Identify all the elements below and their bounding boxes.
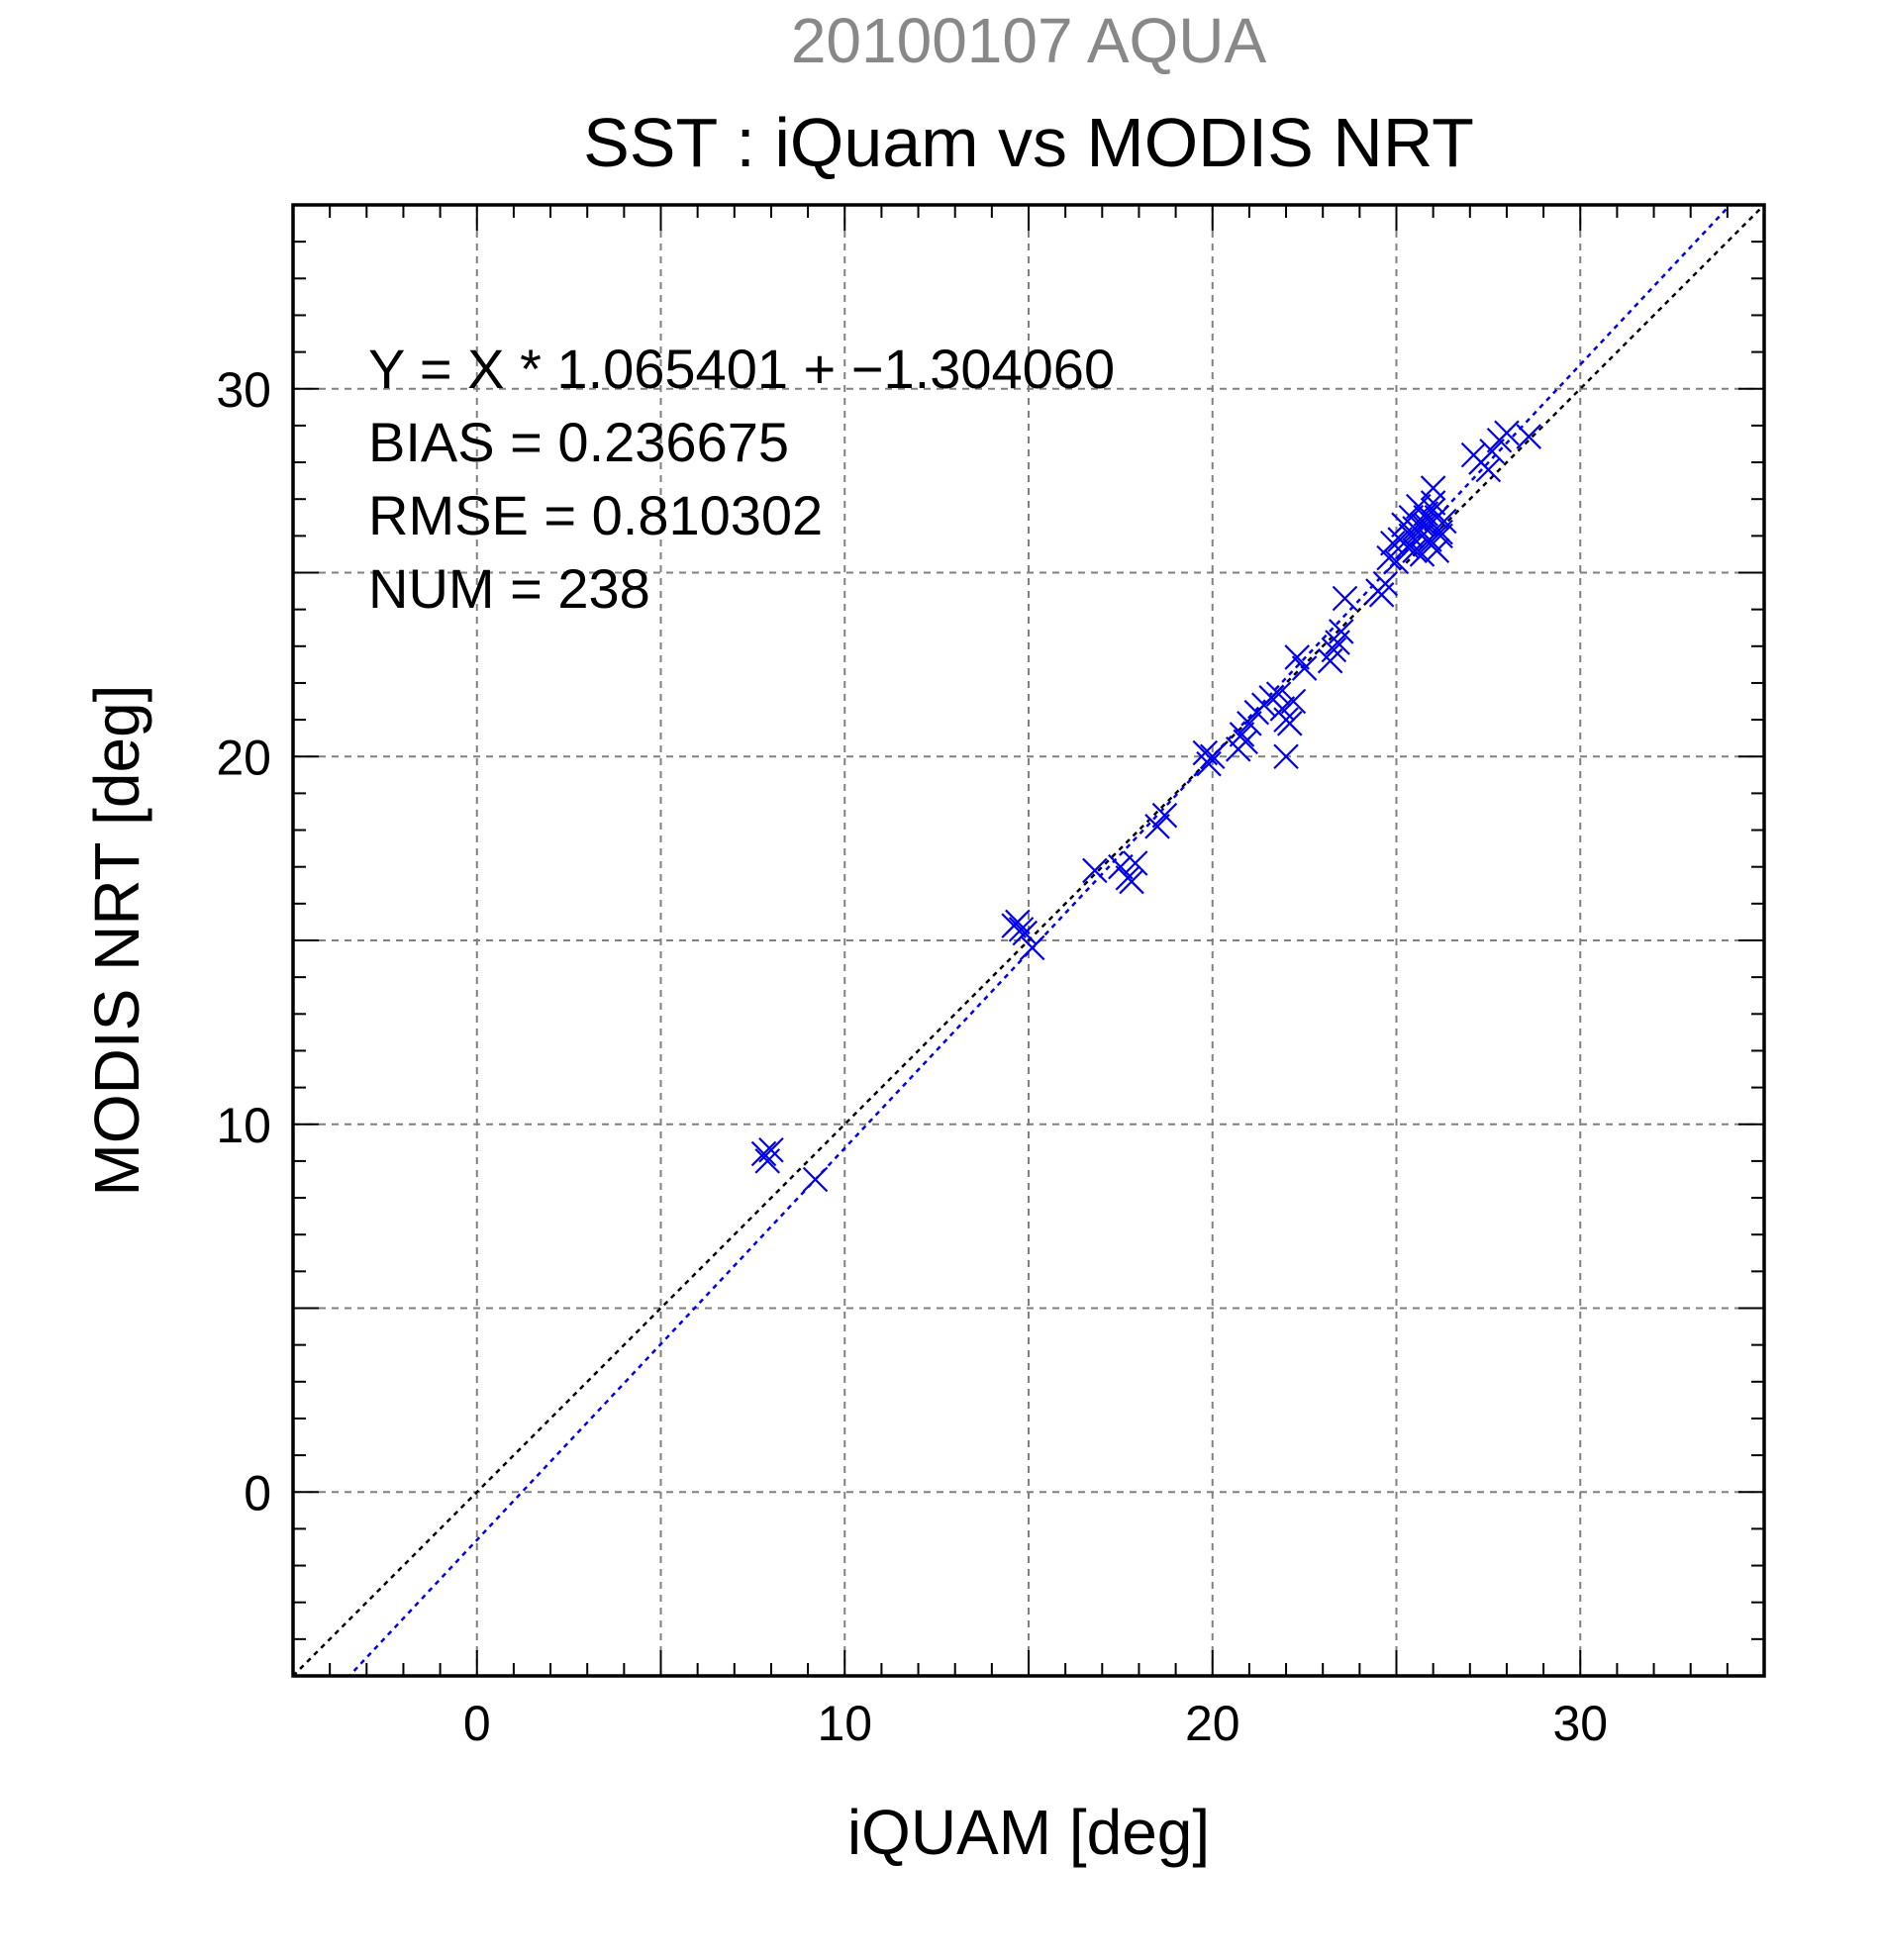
data-point <box>1428 519 1453 545</box>
data-point <box>1012 920 1039 946</box>
data-point <box>1424 538 1450 563</box>
data-point <box>1413 512 1438 538</box>
grid-lines <box>293 205 1764 1676</box>
data-point <box>1409 541 1436 567</box>
x-axis-label: iQUAM [deg] <box>847 1797 1210 1868</box>
tick-labels: 0 10 20 30 0 10 20 30 <box>216 362 1608 1751</box>
data-point <box>1229 722 1255 747</box>
data-point <box>1329 619 1354 644</box>
data-point <box>1284 644 1310 670</box>
data-point <box>1151 802 1178 829</box>
data-point <box>1265 681 1292 707</box>
data-point <box>1383 548 1410 575</box>
plot-frame <box>291 203 1766 1678</box>
data-point <box>1005 909 1031 935</box>
x-tick-label: 0 <box>463 1696 491 1751</box>
data-point <box>1082 857 1108 884</box>
data-point <box>1199 743 1226 770</box>
data-point <box>1409 512 1436 538</box>
stat-regression: Y = X * 1.065401 + −1.304060 <box>368 338 1115 400</box>
data-point <box>1494 420 1520 446</box>
data-point <box>1144 814 1170 839</box>
data-point <box>1516 424 1542 449</box>
stats-box: Y = X * 1.065401 + −1.304060 BIAS = 0.23… <box>368 338 1115 620</box>
data-point <box>1321 637 1347 663</box>
data-point <box>1479 439 1505 464</box>
identity-line <box>293 205 1764 1676</box>
regression-line <box>347 205 1732 1676</box>
data-point <box>1276 711 1303 736</box>
y-axis-label: MODIS NRT [deg] <box>81 685 152 1197</box>
data-point <box>1273 743 1299 770</box>
data-point <box>1376 544 1402 571</box>
data-point <box>1280 688 1307 715</box>
data-point <box>1420 490 1446 516</box>
y-tick-label: 10 <box>216 1098 271 1153</box>
stat-rmse: RMSE = 0.810302 <box>368 484 823 546</box>
data-point <box>1291 655 1318 681</box>
y-tick-label: 20 <box>216 730 271 785</box>
data-point <box>1233 729 1258 755</box>
y-tick-label: 0 <box>244 1465 271 1520</box>
data-points <box>750 420 1542 1193</box>
data-point <box>1122 850 1148 876</box>
x-tick-label: 20 <box>1185 1696 1240 1751</box>
data-point <box>802 1166 829 1193</box>
data-point <box>750 1140 777 1167</box>
y-tick-label: 30 <box>216 362 271 418</box>
axis-ticks <box>293 205 1764 1676</box>
data-point <box>1372 570 1399 597</box>
x-tick-label: 10 <box>817 1696 872 1751</box>
data-point <box>1019 934 1045 961</box>
data-point <box>1108 853 1134 880</box>
chart-subtitle: 20100107 AQUA <box>791 5 1267 76</box>
data-point <box>1196 750 1222 777</box>
data-point <box>1237 711 1262 736</box>
data-point <box>1420 475 1446 501</box>
stat-num: NUM = 238 <box>368 557 650 620</box>
stat-bias: BIAS = 0.236675 <box>368 411 789 473</box>
x-tick-label: 30 <box>1552 1696 1608 1751</box>
data-point <box>1332 585 1358 612</box>
data-point <box>758 1136 784 1163</box>
chart-title: SST : iQuam vs MODIS NRT <box>583 104 1474 181</box>
